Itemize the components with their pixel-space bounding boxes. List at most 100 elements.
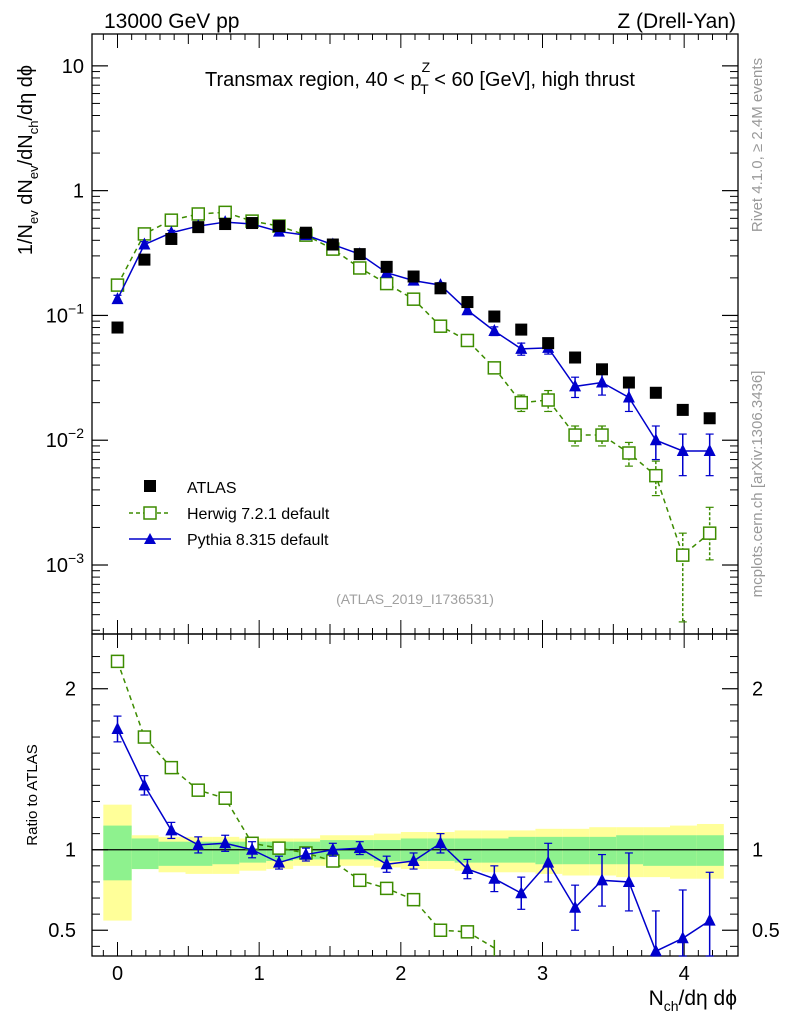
herwig-point xyxy=(649,468,663,483)
x-tick-label: 3 xyxy=(537,963,548,985)
pythia-ratio-point xyxy=(542,855,555,868)
herwig-ratio-point xyxy=(326,854,340,868)
band-inner-bin xyxy=(131,838,159,870)
atlas-point xyxy=(219,218,232,231)
pythia-ratio-point xyxy=(380,857,393,870)
main-y-axis-label: 1/Nev dNev/dNch/dη dϕ xyxy=(15,65,41,255)
herwig-point xyxy=(164,213,179,227)
herwig-point xyxy=(541,393,555,407)
legend: ATLAS Herwig 7.2.1 default Pythia 8.315 … xyxy=(129,480,330,549)
atlas-point xyxy=(703,412,716,425)
herwig-ratio-point xyxy=(164,760,179,775)
herwig-point xyxy=(487,361,502,375)
herwig-ratio-line xyxy=(116,661,495,949)
herwig-ratio-point xyxy=(460,925,475,939)
pythia-ratio-point xyxy=(461,862,474,875)
pythia-ratio-point xyxy=(596,873,608,886)
main-y-tick-label: 10−3 xyxy=(46,550,84,577)
mc-uncertainty-bands xyxy=(103,804,724,921)
legend-atlas-label: ATLAS xyxy=(187,480,237,497)
atlas-point xyxy=(488,310,501,323)
herwig-point xyxy=(595,428,609,442)
atlas-point xyxy=(407,270,420,283)
herwig-point xyxy=(406,292,421,306)
pythia-ratio-point xyxy=(246,842,259,855)
pythia-line xyxy=(116,221,710,452)
header-right: Z (Drell-Yan) xyxy=(617,10,736,33)
legend-pythia-label: Pythia 8.315 default xyxy=(187,532,329,549)
ratio-y-tick-label-left: 1 xyxy=(65,840,76,862)
pythia-ratio-point xyxy=(219,836,232,849)
herwig-point xyxy=(379,276,394,291)
atlas-point xyxy=(273,220,285,233)
atlas-point xyxy=(622,376,635,389)
band-inner-bin xyxy=(643,835,670,866)
band-inner-bin xyxy=(373,840,401,862)
herwig-point xyxy=(702,526,717,540)
band-inner-bin xyxy=(158,841,186,866)
pythia-ratio-point xyxy=(407,854,420,867)
pythia-ratio-point xyxy=(515,886,528,899)
band-inner-bin xyxy=(454,838,482,863)
herwig-ratio-point xyxy=(406,892,421,907)
herwig-point xyxy=(191,207,205,221)
header-left: 13000 GeV pp xyxy=(104,10,239,33)
pythia-ratio-point xyxy=(299,847,312,860)
x-tick-label: 2 xyxy=(395,963,406,985)
ratio-plot-series xyxy=(110,654,716,957)
pythia-ratio-point xyxy=(326,842,339,855)
pythia-ratio-point xyxy=(353,841,366,854)
main-y-tick-label: 1 xyxy=(73,181,84,203)
axes: 10 1 10−1 10−2 10−3 0 1 2 3 4 0.5 0.5 1 1 2 2 xyxy=(46,34,780,985)
herwig-ratio-point xyxy=(353,873,367,888)
pythia-ratio-point xyxy=(273,855,285,868)
pythia-ratio-point xyxy=(111,721,124,734)
legend-herwig-label: Herwig 7.2.1 default xyxy=(187,506,330,523)
pythia-point xyxy=(461,303,474,316)
atlas-point xyxy=(192,221,205,234)
pythia-ratio-point xyxy=(569,900,582,913)
herwig-point xyxy=(353,261,367,275)
atlas-point xyxy=(461,296,474,309)
pythia-point xyxy=(596,375,608,388)
ratio-y-tick-label-right: 2 xyxy=(752,679,763,701)
band-inner-bin xyxy=(103,825,132,881)
main-y-tick-label: 10−1 xyxy=(46,300,84,327)
atlas-point xyxy=(353,248,366,261)
rivet-version-label: Rivet 4.1.0, ≥ 2.4M events xyxy=(749,58,766,232)
ratio-y-tick-label-left: 0.5 xyxy=(48,920,76,942)
pythia-point xyxy=(569,379,582,392)
atlas-point xyxy=(596,363,608,376)
atlas-point xyxy=(676,403,689,416)
atlas-point xyxy=(569,351,582,364)
band-inner-bin xyxy=(481,838,509,863)
band-inner-bin xyxy=(212,841,240,865)
ratio-y-tick-label-right: 0.5 xyxy=(752,920,780,942)
herwig-point xyxy=(433,319,448,333)
ratio-y-axis-label: Ratio to ATLAS xyxy=(24,744,41,845)
herwig-point xyxy=(110,278,125,292)
legend-atlas-marker xyxy=(144,480,156,492)
atlas-point xyxy=(542,337,555,350)
legend-herwig-marker xyxy=(143,506,157,520)
ratio-y-tick-label-right: 1 xyxy=(752,840,763,862)
pythia-ratio-point xyxy=(192,837,205,850)
x-tick-label: 1 xyxy=(254,963,265,985)
herwig-ratio-point xyxy=(191,783,205,797)
pythia-point xyxy=(703,443,716,456)
pythia-ratio-point xyxy=(703,913,716,926)
pythia-ratio-point xyxy=(138,778,151,791)
pythia-ratio-point xyxy=(488,871,501,884)
main-plot-series xyxy=(110,205,717,623)
band-inner-bin xyxy=(696,835,724,866)
main-y-tick-label: 10 xyxy=(62,56,84,78)
atlas-point xyxy=(649,386,662,399)
herwig-ratio-point xyxy=(110,654,125,669)
analysis-watermark: (ATLAS_2019_I1736531) xyxy=(336,591,494,607)
atlas-point xyxy=(515,323,528,336)
pythia-point xyxy=(649,433,662,446)
herwig-ratio-point xyxy=(218,791,232,805)
herwig-point xyxy=(676,548,690,562)
herwig-line xyxy=(116,211,711,557)
